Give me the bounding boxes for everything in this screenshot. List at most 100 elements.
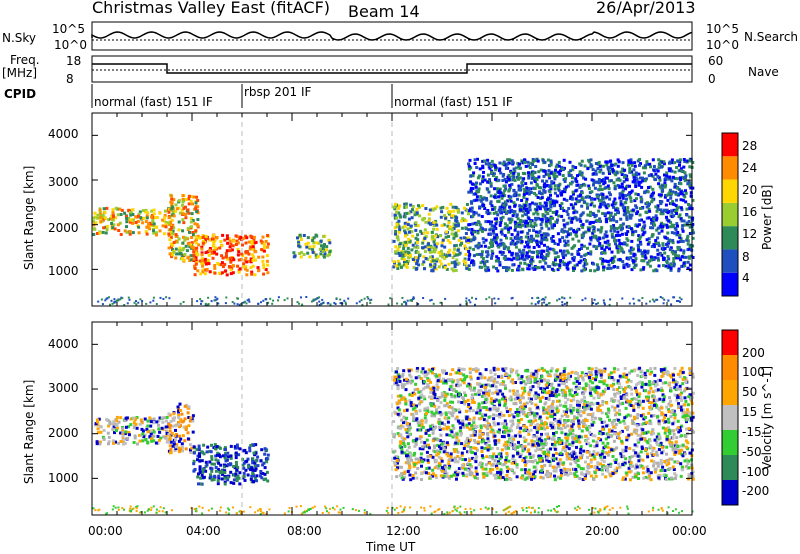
velocity-data-cell xyxy=(433,466,437,470)
power-data-cell xyxy=(666,244,670,248)
power-data-cell xyxy=(656,206,660,210)
velocity-data-cell xyxy=(145,426,149,430)
power-ground-scatter xyxy=(200,300,203,303)
velocity-data-cell xyxy=(502,443,506,447)
power-ground-scatter xyxy=(277,299,279,302)
power-data-cell xyxy=(214,246,218,250)
velocity-data-cell xyxy=(691,470,695,474)
power-data-cell xyxy=(521,171,525,175)
power-data-cell xyxy=(99,216,103,220)
velocity-data-cell xyxy=(527,397,531,400)
velocity-data-cell xyxy=(474,466,478,470)
power-data-cell xyxy=(549,171,553,175)
power-data-cell xyxy=(441,238,445,242)
power-data-cell xyxy=(592,244,596,248)
power-colorbar-tick: 24 xyxy=(742,161,758,175)
power-data-cell xyxy=(539,217,543,221)
power-data-cell xyxy=(590,190,594,194)
power-data-cell xyxy=(525,251,529,255)
power-data-cell xyxy=(562,158,566,162)
power-data-cell xyxy=(540,220,544,224)
power-ground-scatter xyxy=(676,300,678,302)
velocity-data-cell xyxy=(150,437,153,441)
power-data-cell xyxy=(510,171,513,175)
power-data-cell xyxy=(137,231,141,235)
power-data-cell xyxy=(655,228,659,232)
power-ground-scatter xyxy=(335,297,338,300)
power-data-cell xyxy=(508,186,512,189)
velocity-data-cell xyxy=(144,438,148,441)
power-ground-scatter xyxy=(602,299,605,302)
power-data-cell xyxy=(615,206,619,210)
power-data-cell xyxy=(508,197,512,201)
power-data-cell xyxy=(678,176,682,180)
power-data-cell xyxy=(103,216,107,220)
power-data-cell xyxy=(398,228,402,232)
power-data-cell xyxy=(603,181,607,184)
power-data-cell xyxy=(129,211,132,214)
power-data-cell xyxy=(185,249,189,253)
power-data-cell xyxy=(467,264,471,268)
power-data-cell xyxy=(669,220,673,224)
power-ground-scatter xyxy=(474,303,476,306)
power-data-cell xyxy=(123,211,127,215)
velocity-data-cell xyxy=(115,422,119,426)
power-data-cell xyxy=(560,214,564,218)
power-data-cell xyxy=(556,218,559,222)
power-data-cell xyxy=(422,255,426,259)
power-data-cell xyxy=(454,243,458,247)
power-data-cell xyxy=(178,246,182,250)
power-data-cell xyxy=(167,221,171,225)
velocity-data-cell xyxy=(593,457,597,461)
velocity-data-cell xyxy=(630,392,634,396)
power-data-cell xyxy=(186,237,190,241)
power-data-cell xyxy=(639,242,643,246)
velocity-data-cell xyxy=(488,447,492,451)
velocity-data-cell xyxy=(624,449,628,453)
power-data-cell xyxy=(315,234,319,238)
velocity-data-cell xyxy=(161,420,165,424)
power-data-cell xyxy=(416,259,420,263)
power-ground-scatter xyxy=(542,297,545,300)
power-data-cell xyxy=(427,212,431,216)
power-data-cell xyxy=(481,180,485,184)
power-data-cell xyxy=(436,235,440,239)
power-data-cell xyxy=(483,244,487,248)
velocity-data-cell xyxy=(612,382,615,386)
velocity-data-cell xyxy=(444,411,448,415)
power-data-cell xyxy=(467,228,471,232)
power-data-cell xyxy=(420,231,424,235)
power-data-cell xyxy=(416,241,419,244)
velocity-data-cell xyxy=(234,451,238,455)
power-data-cell xyxy=(125,230,129,234)
power-data-cell xyxy=(489,222,492,226)
power-data-cell xyxy=(606,167,610,171)
power-ground-scatter xyxy=(141,300,144,302)
velocity-data-cell xyxy=(421,367,425,371)
power-data-cell xyxy=(607,204,610,208)
power-data-cell xyxy=(188,259,192,262)
velocity-data-cell xyxy=(108,422,112,426)
velocity-data-cell xyxy=(541,395,545,399)
power-data-cell xyxy=(613,212,617,216)
power-data-cell xyxy=(681,198,685,202)
power-data-cell xyxy=(547,169,551,173)
power-ground-scatter xyxy=(225,296,228,299)
power-data-cell xyxy=(622,209,626,213)
power-data-cell xyxy=(503,208,507,212)
power-data-cell xyxy=(533,187,537,190)
power-data-cell xyxy=(627,257,631,261)
power-data-cell xyxy=(689,191,693,195)
power-data-cell xyxy=(566,239,570,243)
power-data-cell xyxy=(533,202,537,206)
power-data-cell xyxy=(605,245,609,249)
power-data-cell xyxy=(492,265,496,269)
power-data-cell xyxy=(680,227,684,231)
power-data-cell xyxy=(675,186,679,190)
power-data-cell xyxy=(531,266,535,270)
power-data-cell xyxy=(515,254,519,258)
power-data-cell xyxy=(548,208,552,212)
power-data-cell xyxy=(479,244,483,248)
power-ground-scatter xyxy=(101,303,104,306)
velocity-data-cell xyxy=(172,412,176,416)
